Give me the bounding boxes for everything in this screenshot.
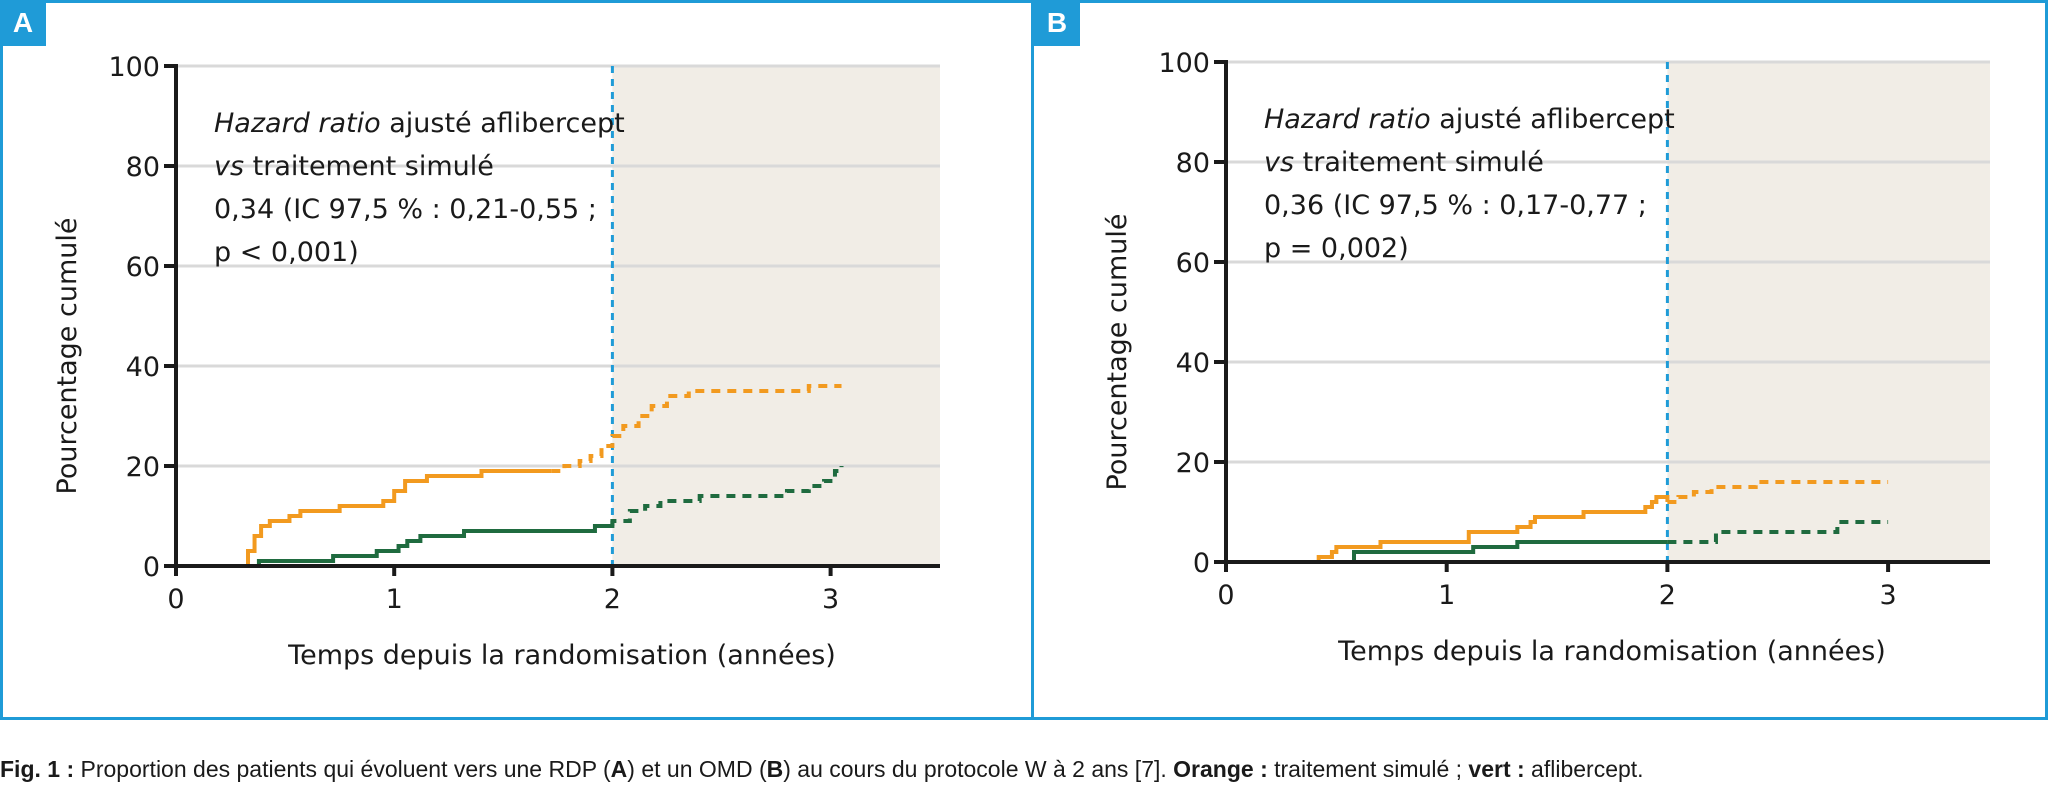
x-tick-label: 1 — [1438, 580, 1455, 611]
caption-green-text: aflibercept. — [1524, 756, 1644, 782]
annotation-line-3: 0,34 (IC 97,5 % : 0,21-0,55 ; — [214, 194, 597, 225]
y-tick-label: 100 — [1158, 48, 1210, 79]
chart-b: 0 20 40 60 80 100 0 1 2 3 Pourcentage cumulé Temps … — [1102, 48, 1990, 667]
annotation-text: traitement simulé — [1294, 147, 1544, 178]
x-tick-label: 3 — [822, 584, 839, 615]
annotation-italic: Hazard ratio — [214, 108, 381, 139]
shaded-region — [1667, 62, 1990, 562]
caption-text-1: Proportion des patients qui évoluent ver… — [74, 756, 611, 782]
x-tick-label: 3 — [1880, 580, 1897, 611]
annotation-line-2: vs traitement simulé — [1264, 147, 1544, 178]
annotation-text: ajusté aflibercept — [381, 108, 625, 139]
annotation-line-1: Hazard ratio ajusté aflibercept — [214, 108, 625, 139]
annotation-text: ajusté aflibercept — [1431, 104, 1675, 135]
annotation-text: traitement simulé — [244, 151, 494, 182]
annotation-italic: vs — [214, 151, 244, 182]
y-tick-label: 0 — [1193, 548, 1210, 579]
panel-divider — [1031, 0, 1034, 720]
figure-caption: Fig. 1 : Proportion des patients qui évo… — [0, 756, 1644, 783]
annotation-line-1: Hazard ratio ajusté aflibercept — [1264, 104, 1675, 135]
y-tick-label: 60 — [126, 252, 160, 283]
figure-frame — [0, 0, 2048, 720]
series-orange-solid — [176, 469, 552, 568]
y-tick-label: 100 — [108, 52, 160, 83]
annotation-line-4: p < 0,001) — [214, 237, 359, 268]
annotation-italic: vs — [1264, 147, 1294, 178]
caption-orange-text: traitement simulé ; — [1267, 756, 1469, 782]
y-tick-label: 20 — [126, 452, 160, 483]
caption-text-2: ) et un OMD ( — [627, 756, 767, 782]
x-tick-label: 2 — [1659, 580, 1676, 611]
caption-fig-label: Fig. 1 : — [0, 756, 75, 782]
y-tick-label: 0 — [143, 552, 160, 583]
y-tick-label: 40 — [1176, 348, 1210, 379]
caption-bold-a: A — [610, 756, 628, 782]
shaded-region — [612, 66, 940, 566]
caption-orange-label: Orange : — [1173, 756, 1268, 782]
x-tick-label: 1 — [386, 584, 403, 615]
chart-a: 0 20 40 60 80 100 0 1 2 3 Pourcentage cumulé Temps … — [52, 52, 940, 671]
series-orange-dashed — [1667, 480, 1889, 504]
y-tick-label: 80 — [126, 152, 160, 183]
y-axis-title: Pourcentage cumulé — [52, 218, 83, 495]
y-tick-label: 60 — [1176, 248, 1210, 279]
caption-green-label: vert : — [1468, 756, 1525, 782]
series-green-solid — [1226, 540, 1668, 564]
x-tick-label: 0 — [1217, 580, 1234, 611]
panel-label-a: A — [0, 0, 46, 46]
annotation-italic: Hazard ratio — [1264, 104, 1431, 135]
y-tick-label: 20 — [1176, 448, 1210, 479]
caption-text-3: ) au cours du protocole W à 2 ans [7]. — [783, 756, 1174, 782]
x-axis-title: Temps depuis la randomisation (années) — [287, 640, 836, 671]
x-axis-title: Temps depuis la randomisation (années) — [1337, 636, 1886, 667]
series-green-dashed — [610, 466, 844, 526]
y-axis-title: Pourcentage cumulé — [1102, 214, 1133, 491]
annotation-line-2: vs traitement simulé — [214, 151, 494, 182]
y-tick-label: 80 — [1176, 148, 1210, 179]
y-tick-label: 40 — [126, 352, 160, 383]
x-tick-label: 0 — [167, 584, 184, 615]
series-green-solid — [176, 521, 615, 568]
annotation-line-4: p = 0,002) — [1264, 233, 1409, 264]
series-orange-solid — [1226, 495, 1670, 564]
annotation-line-3: 0,36 (IC 97,5 % : 0,17-0,77 ; — [1264, 190, 1647, 221]
x-tick-label: 2 — [604, 584, 621, 615]
caption-bold-b: B — [766, 756, 784, 782]
series-orange-dashed — [551, 384, 842, 473]
panel-label-b: B — [1034, 0, 1080, 46]
